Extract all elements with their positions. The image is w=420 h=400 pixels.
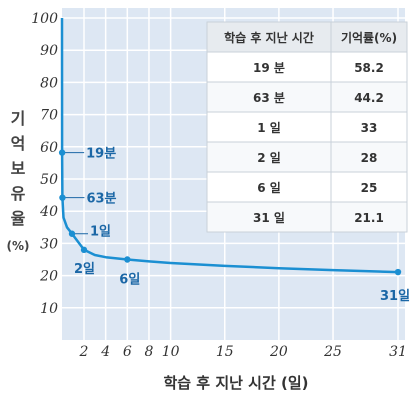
y-axis-label-char: 억 (11, 134, 26, 153)
y-tick-label-50: 50 (40, 172, 58, 188)
data-point (124, 256, 131, 263)
y-tick-label-60: 60 (40, 140, 58, 156)
x-tick-label-20: 20 (269, 344, 288, 360)
data-table-border (206, 21, 408, 233)
data-point (68, 230, 76, 237)
data-point-label: 2일 (74, 262, 95, 277)
data-table-cell-time: 63 분 (253, 91, 285, 105)
data-table-bg (207, 22, 407, 232)
y-tick-label-20: 20 (39, 269, 58, 285)
data-table-cell-retention: 44.2 (354, 91, 384, 105)
data-table-cell-time: 1 일 (257, 121, 281, 135)
data-table-cell-time: 6 일 (257, 181, 281, 195)
y-tick-label-100: 100 (31, 11, 58, 27)
data-table-row-bg (207, 202, 407, 232)
y-tick-label-30: 30 (40, 236, 58, 252)
x-tick-label-15: 15 (216, 344, 234, 360)
data-table-row-bg (207, 82, 407, 112)
data-point-label: 31일 (380, 289, 410, 304)
data-table-header-retention: 기억률(%) (341, 30, 397, 45)
y-tick-label-90: 90 (40, 43, 58, 59)
x-tick-label-4: 4 (100, 344, 110, 360)
data-table-cell-time: 31 일 (253, 211, 285, 225)
forgetting-curve-line (60, 17, 399, 274)
data-table-cell-retention: 25 (361, 181, 378, 195)
data-point-label: 63분 (86, 192, 116, 207)
data-table-cell-time: 19 분 (253, 61, 285, 75)
data-table-cell-retention: 58.2 (354, 61, 384, 75)
y-axis-label-char: 유 (11, 184, 26, 203)
x-tick-label-10: 10 (162, 344, 180, 360)
data-table-cell-retention: 28 (361, 151, 378, 165)
data-table-cell-retention: 21.1 (354, 211, 384, 225)
data-point (59, 194, 66, 201)
x-tick-label-31: 31 (389, 344, 407, 360)
data-point (80, 246, 88, 254)
x-axis-label: 학습 후 지난 시간 (일) (163, 374, 308, 392)
y-axis-label-unit: (%) (7, 239, 30, 253)
data-table-header-bg (207, 22, 407, 52)
data-point (394, 268, 402, 276)
data-table-cell-time: 2 일 (257, 151, 281, 165)
data-point-label: 1일 (90, 225, 111, 240)
y-tick-label-40: 40 (39, 204, 58, 220)
x-tick-label-2: 2 (79, 344, 89, 360)
data-table-row-bg (207, 142, 407, 172)
y-axis-label-char: 기 (11, 109, 26, 128)
x-tick-label-8: 8 (145, 344, 154, 360)
y-tick-label-70: 70 (40, 108, 58, 124)
x-tick-label-6: 6 (123, 344, 132, 360)
data-point-label: 19분 (86, 147, 116, 162)
y-tick-label-80: 80 (40, 75, 58, 91)
data-point-label: 6일 (119, 273, 140, 288)
x-tick-label-25: 25 (323, 344, 342, 360)
y-axis-label-char: 보 (11, 159, 26, 178)
data-point (58, 149, 66, 156)
y-tick-label-10: 10 (40, 301, 58, 317)
data-table-cell-retention: 33 (361, 121, 378, 135)
data-table-header-time: 학습 후 지난 시간 (224, 30, 314, 45)
y-axis-label-char: 율 (11, 209, 26, 228)
